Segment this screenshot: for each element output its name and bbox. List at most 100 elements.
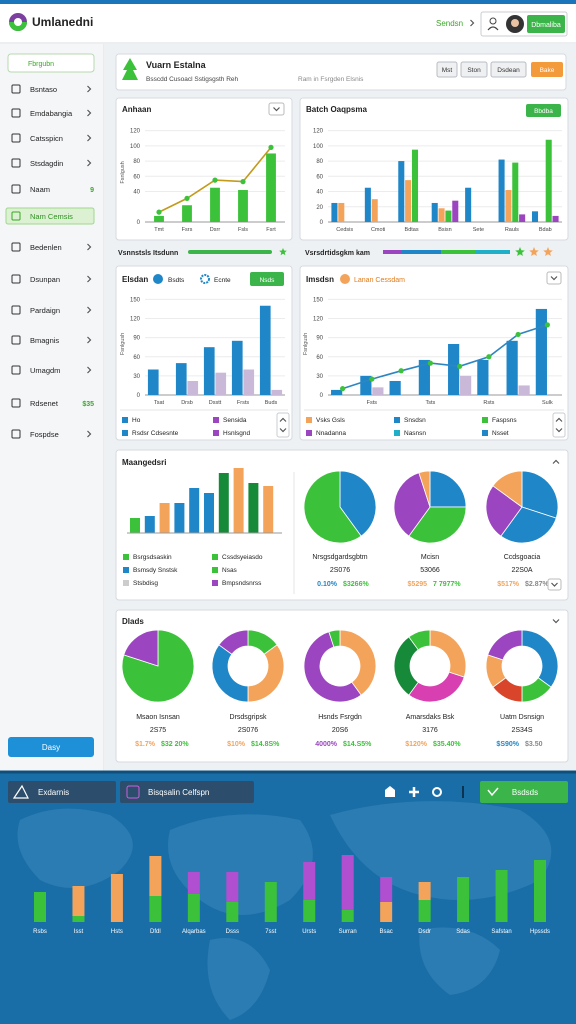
map-region: [419, 927, 500, 995]
button-label[interactable]: Bake: [540, 67, 555, 74]
y-tick-label: 60: [133, 174, 140, 180]
dropdown[interactable]: [547, 578, 562, 591]
search-placeholder[interactable]: Fbrgubn: [28, 61, 54, 68]
x-tick-label: Surran: [339, 929, 357, 935]
bar: [233, 468, 244, 533]
bar: [477, 359, 489, 395]
header-link[interactable]: Sendsn: [436, 19, 463, 28]
legend-label: Vsks Gsls: [316, 417, 346, 424]
nav-icon: [11, 84, 21, 94]
nav-item[interactable]: Stsdagdin: [30, 159, 63, 168]
nav-item[interactable]: Umagdm: [30, 366, 60, 375]
bar: [505, 190, 512, 222]
y-tick-label: 120: [130, 317, 141, 323]
bar: [263, 486, 274, 533]
nav-icon: [11, 398, 21, 408]
tab-label[interactable]: Bisqsalin Celfspn: [148, 788, 209, 797]
spinner[interactable]: [276, 412, 290, 438]
y-tick-label: 100: [313, 144, 324, 150]
banner-button[interactable]: [436, 61, 458, 78]
spinner[interactable]: [552, 412, 566, 438]
nav-item[interactable]: Dsunpan: [30, 275, 60, 284]
y-tick-label: 120: [313, 317, 324, 323]
nav-item[interactable]: Emdabangia: [30, 109, 73, 118]
bar: [534, 860, 546, 922]
settings-icon: [432, 787, 442, 797]
x-tick-label: Bsisn: [438, 227, 451, 233]
line-marker: [268, 144, 274, 150]
banner-title: Vuarn Estalna: [146, 60, 207, 70]
x-tick-label: Rauls: [505, 227, 519, 233]
tool-icon: [409, 787, 419, 797]
nav-item[interactable]: Rdsenet: [30, 399, 59, 408]
y-tick-label: 0: [320, 220, 324, 226]
button-label[interactable]: Ston: [467, 67, 481, 74]
pie-total: 3176: [422, 727, 438, 734]
bar: [465, 187, 472, 222]
banner-button[interactable]: [460, 61, 488, 78]
pie-note: $32 20%: [161, 741, 189, 748]
search-box[interactable]: [7, 53, 95, 73]
logo-arc: [9, 22, 27, 31]
user-name[interactable]: Dbmaliba: [531, 22, 561, 29]
tab-label[interactable]: Exdarnis: [38, 788, 69, 797]
nav-item[interactable]: Catsspicn: [30, 134, 63, 143]
star-icon: [279, 248, 287, 256]
pie-total: 20S6: [332, 727, 348, 734]
nav-item[interactable]: Pardaign: [30, 306, 60, 315]
bar: [495, 870, 508, 922]
legend-swatch: [306, 430, 312, 436]
panel-title: Anhaan: [122, 105, 151, 114]
pie-total: 2S076: [238, 727, 258, 734]
bar: [531, 211, 539, 222]
banner-button[interactable]: [490, 61, 527, 78]
bar: [331, 389, 343, 395]
pie-title: Mcisn: [421, 554, 439, 561]
button-label[interactable]: Nsds: [260, 277, 276, 284]
button-label[interactable]: Dsdean: [497, 67, 520, 74]
footer-button[interactable]: [480, 781, 568, 803]
star-icon: [529, 247, 539, 256]
legend-swatch: [123, 554, 129, 560]
pie-note: $35.40%: [433, 741, 461, 748]
dropdown[interactable]: [268, 102, 285, 116]
panel-button[interactable]: [526, 104, 561, 117]
banner-button[interactable]: [531, 62, 563, 77]
chip-label[interactable]: Ecnte: [214, 277, 231, 284]
nav-icon: [11, 242, 21, 252]
nav-item[interactable]: Bedenlen: [30, 243, 62, 252]
pie-slice: [339, 629, 377, 696]
pie-slice: [500, 506, 557, 544]
panel-button[interactable]: [250, 272, 284, 286]
nav-item[interactable]: Naam: [30, 185, 50, 194]
legend-swatch: [212, 554, 218, 560]
bar: [149, 896, 162, 922]
button-label[interactable]: Bsdsds: [512, 788, 538, 797]
bar: [535, 308, 547, 395]
nav-item[interactable]: Bmagnis: [30, 336, 59, 345]
map-region: [17, 808, 133, 888]
chevron-icon: [552, 619, 560, 624]
panel-title: Elsdan: [122, 275, 148, 284]
y-tick-label: 80: [316, 159, 323, 165]
footer-tab[interactable]: [8, 781, 116, 803]
nav-item[interactable]: Bsntaso: [30, 85, 57, 94]
legend-label: Sensida: [223, 417, 247, 424]
button-label[interactable]: Mst: [442, 67, 453, 74]
dropdown[interactable]: [546, 271, 562, 285]
button-label[interactable]: Bbdba: [534, 108, 553, 115]
button-label[interactable]: Dasy: [42, 743, 60, 752]
nav-item[interactable]: Fospdse: [30, 430, 59, 439]
y-tick-label: 0: [137, 220, 141, 226]
bar: [341, 855, 354, 910]
nav-item[interactable]: Nam Cemsis: [30, 212, 73, 221]
footer-tab[interactable]: [120, 781, 254, 803]
tree-icon: [122, 58, 138, 80]
bar: [341, 910, 354, 922]
x-tick-label: Drsb: [181, 400, 193, 406]
chip-label[interactable]: Bsdts: [168, 277, 185, 284]
sidebar-button[interactable]: [8, 737, 94, 757]
user-button[interactable]: [527, 15, 565, 33]
active-item[interactable]: [5, 207, 95, 225]
